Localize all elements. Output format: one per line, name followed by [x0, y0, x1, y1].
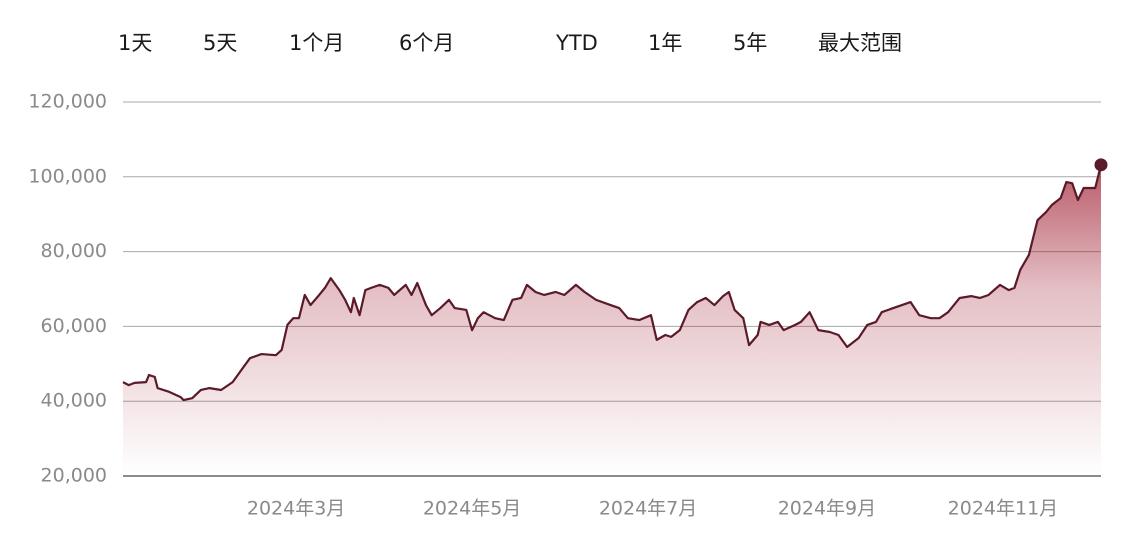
last-point: [1094, 158, 1108, 172]
y-tick-label: 100,000: [28, 165, 107, 187]
range-selector: 1天 5天 1个月 6个月 YTD 1年 5年 最大范围: [0, 0, 1129, 80]
range-button[interactable]: 1天: [118, 31, 153, 55]
range-button[interactable]: 5年: [733, 31, 768, 55]
x-tick-label: 2024年3月: [247, 498, 345, 520]
y-tick-label: 60,000: [41, 315, 107, 337]
range-button[interactable]: 1年: [648, 31, 683, 55]
y-tick-label: 40,000: [41, 390, 107, 412]
range-button[interactable]: 6个月: [399, 31, 455, 55]
x-tick-label: 2024年5月: [423, 498, 521, 520]
range-button[interactable]: 1个月: [289, 31, 345, 55]
x-tick-label: 2024年7月: [599, 498, 697, 520]
range-button[interactable]: YTD: [556, 31, 598, 55]
y-tick-label: 20,000: [41, 465, 107, 487]
area: [123, 164, 1101, 476]
y-tick-label: 80,000: [41, 240, 107, 262]
x-tick-label: 2024年11月: [948, 498, 1059, 520]
y-tick-label: 120,000: [28, 91, 107, 113]
range-button[interactable]: 最大范围: [818, 31, 902, 55]
x-tick-label: 2024年9月: [778, 498, 876, 520]
range-button[interactable]: 5天: [203, 31, 238, 55]
line: [122, 164, 1103, 402]
